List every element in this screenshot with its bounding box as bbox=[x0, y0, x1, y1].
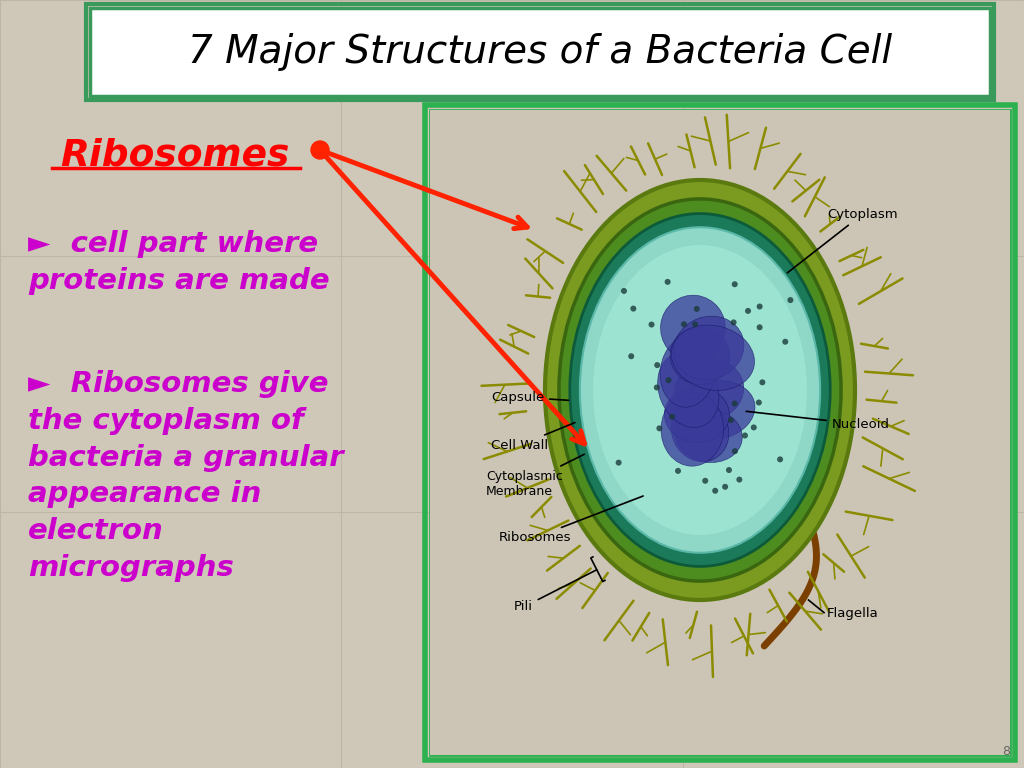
Ellipse shape bbox=[593, 245, 807, 535]
Ellipse shape bbox=[751, 425, 757, 430]
Text: Cytoplasm: Cytoplasm bbox=[787, 208, 898, 273]
Ellipse shape bbox=[648, 322, 654, 328]
Ellipse shape bbox=[787, 297, 794, 303]
Ellipse shape bbox=[745, 308, 751, 314]
Ellipse shape bbox=[675, 359, 743, 421]
Ellipse shape bbox=[580, 227, 820, 553]
Ellipse shape bbox=[674, 316, 744, 380]
Ellipse shape bbox=[676, 409, 742, 462]
Ellipse shape bbox=[760, 379, 765, 386]
Text: Nucleoid: Nucleoid bbox=[746, 412, 890, 431]
Ellipse shape bbox=[732, 401, 737, 406]
Ellipse shape bbox=[545, 180, 855, 600]
Ellipse shape bbox=[732, 449, 738, 454]
Text: 8: 8 bbox=[1002, 745, 1010, 758]
Ellipse shape bbox=[670, 327, 730, 385]
Ellipse shape bbox=[628, 353, 634, 359]
Ellipse shape bbox=[660, 295, 725, 361]
Text: ►  cell part where
proteins are made: ► cell part where proteins are made bbox=[28, 230, 330, 295]
Ellipse shape bbox=[692, 321, 698, 327]
Ellipse shape bbox=[672, 325, 755, 390]
Ellipse shape bbox=[736, 477, 742, 482]
Ellipse shape bbox=[660, 336, 716, 407]
Ellipse shape bbox=[654, 362, 660, 368]
Text: Ribosomes: Ribosomes bbox=[499, 496, 643, 545]
Ellipse shape bbox=[669, 414, 675, 420]
Ellipse shape bbox=[621, 288, 627, 294]
Ellipse shape bbox=[675, 468, 681, 474]
Text: Cytoplasmic
Membrane: Cytoplasmic Membrane bbox=[486, 454, 585, 498]
Ellipse shape bbox=[615, 459, 622, 465]
FancyBboxPatch shape bbox=[430, 110, 1010, 755]
Text: 7 Major Structures of a Bacteria Cell: 7 Major Structures of a Bacteria Cell bbox=[188, 33, 892, 71]
Ellipse shape bbox=[702, 478, 709, 484]
Ellipse shape bbox=[657, 353, 719, 428]
Text: Pili: Pili bbox=[514, 557, 605, 614]
Ellipse shape bbox=[569, 214, 830, 567]
Ellipse shape bbox=[726, 467, 732, 473]
Text: Ribosomes: Ribosomes bbox=[60, 137, 290, 173]
Ellipse shape bbox=[722, 484, 728, 490]
Ellipse shape bbox=[631, 306, 636, 312]
Ellipse shape bbox=[665, 279, 671, 285]
Ellipse shape bbox=[653, 385, 659, 390]
Ellipse shape bbox=[757, 324, 763, 330]
Ellipse shape bbox=[656, 425, 663, 432]
Ellipse shape bbox=[732, 281, 737, 287]
Ellipse shape bbox=[728, 417, 734, 423]
Ellipse shape bbox=[713, 488, 718, 494]
FancyBboxPatch shape bbox=[90, 8, 990, 96]
Ellipse shape bbox=[671, 400, 729, 462]
Ellipse shape bbox=[756, 399, 762, 406]
Ellipse shape bbox=[559, 199, 841, 581]
Ellipse shape bbox=[730, 319, 736, 326]
Text: Flagella: Flagella bbox=[827, 607, 879, 620]
Ellipse shape bbox=[742, 432, 748, 439]
Ellipse shape bbox=[681, 321, 687, 327]
Text: ►  Ribosomes give
the cytoplasm of
bacteria a granular
appearance in
electron
mi: ► Ribosomes give the cytoplasm of bacter… bbox=[28, 370, 344, 582]
Ellipse shape bbox=[675, 381, 755, 440]
Circle shape bbox=[311, 141, 329, 159]
Ellipse shape bbox=[666, 377, 672, 383]
Ellipse shape bbox=[782, 339, 788, 345]
Text: Cell Wall: Cell Wall bbox=[490, 422, 575, 452]
Ellipse shape bbox=[777, 456, 783, 462]
Text: Capsule: Capsule bbox=[490, 390, 568, 403]
Ellipse shape bbox=[757, 303, 763, 310]
FancyBboxPatch shape bbox=[430, 110, 1010, 755]
Ellipse shape bbox=[665, 387, 729, 442]
Ellipse shape bbox=[693, 306, 699, 312]
Ellipse shape bbox=[662, 392, 724, 466]
